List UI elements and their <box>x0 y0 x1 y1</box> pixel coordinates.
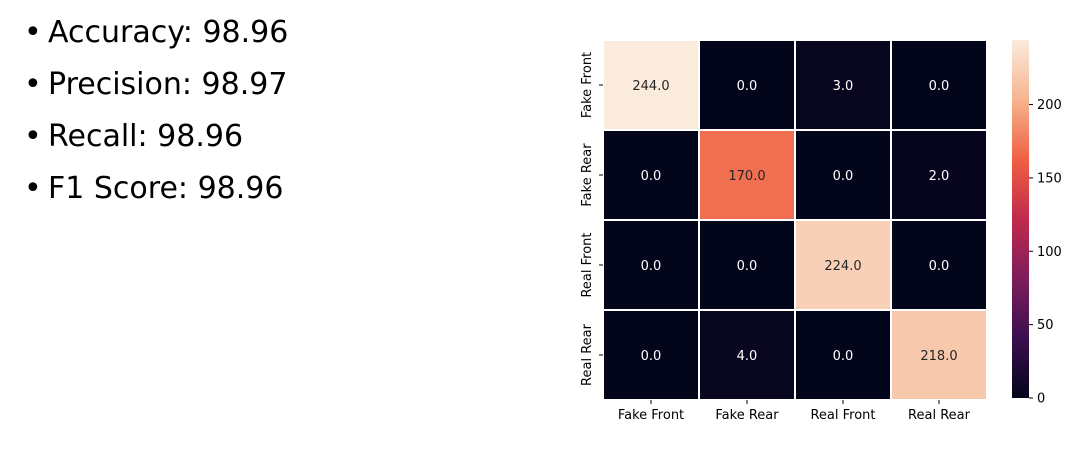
cell-value-label: 0.0 <box>833 349 854 364</box>
metric-value: 98.97 <box>201 67 288 102</box>
metric-recall: • Recall: 98.96 <box>24 114 288 166</box>
x-tick-label: Fake Rear <box>715 408 779 423</box>
metric-label: Accuracy <box>48 15 183 50</box>
heatmap-cell <box>794 219 892 311</box>
metric-value: 98.96 <box>157 119 244 154</box>
x-tick-label: Fake Front <box>618 408 684 423</box>
cell-value-label: 0.0 <box>929 259 950 274</box>
metrics-list: • Accuracy: 98.96 • Precision: 98.97 • Reca… <box>24 10 288 218</box>
colorbar <box>1012 40 1029 398</box>
metric-value: 98.96 <box>202 15 289 50</box>
cell-value-label: 2.0 <box>929 169 950 184</box>
heatmap-cell <box>890 129 988 221</box>
bullet-icon: • <box>24 171 42 206</box>
cell-value-label: 0.0 <box>737 79 758 94</box>
cell-value-label: 0.0 <box>641 259 662 274</box>
bullet-icon: • <box>24 67 42 102</box>
cell-value-label: 218.0 <box>920 349 957 364</box>
metric-precision: • Precision: 98.97 <box>24 62 288 114</box>
cell-value-label: 224.0 <box>824 259 861 274</box>
cell-value-label: 0.0 <box>833 169 854 184</box>
heatmap-cell <box>890 309 988 401</box>
x-tick-label: Real Front <box>810 408 875 423</box>
heatmap-cell <box>890 39 988 131</box>
heatmap-cell <box>602 129 700 221</box>
y-tick-label: Fake Rear <box>580 143 595 207</box>
colorbar-tick-label: 0 <box>1037 392 1045 407</box>
cell-value-label: 0.0 <box>929 79 950 94</box>
bullet-icon: • <box>24 119 42 154</box>
metric-label: Precision <box>48 67 182 102</box>
colorbar-tick-label: 50 <box>1037 318 1054 333</box>
cell-value-label: 0.0 <box>641 169 662 184</box>
heatmap-cell <box>698 39 796 131</box>
metric-f1-score: • F1 Score: 98.96 <box>24 166 288 218</box>
cell-value-label: 3.0 <box>833 79 854 94</box>
heatmap-cell <box>698 129 796 221</box>
heatmap-cell <box>890 219 988 311</box>
colorbar-tick-label: 150 <box>1037 171 1062 186</box>
cell-value-label: 244.0 <box>632 79 669 94</box>
x-tick-label: Real Rear <box>908 408 971 423</box>
cell-value-label: 170.0 <box>728 169 765 184</box>
y-tick-label: Real Front <box>580 232 595 297</box>
metric-label: F1 Score <box>48 171 178 206</box>
colorbar-tick-label: 100 <box>1037 245 1062 260</box>
y-tick-label: Real Rear <box>580 323 595 386</box>
heatmap-cell <box>602 39 700 131</box>
metric-label: Recall <box>48 119 138 154</box>
cell-value-label: 0.0 <box>737 259 758 274</box>
y-tick-label: Fake Front <box>580 52 595 118</box>
heatmap-cell <box>794 309 892 401</box>
metric-accuracy: • Accuracy: 98.96 <box>24 10 288 62</box>
bullet-icon: • <box>24 15 42 50</box>
heatmap-cell <box>794 129 892 221</box>
cell-value-label: 4.0 <box>737 349 758 364</box>
cell-value-label: 0.0 <box>641 349 662 364</box>
colorbar-tick-label: 200 <box>1037 98 1062 113</box>
metric-value: 98.96 <box>197 171 284 206</box>
